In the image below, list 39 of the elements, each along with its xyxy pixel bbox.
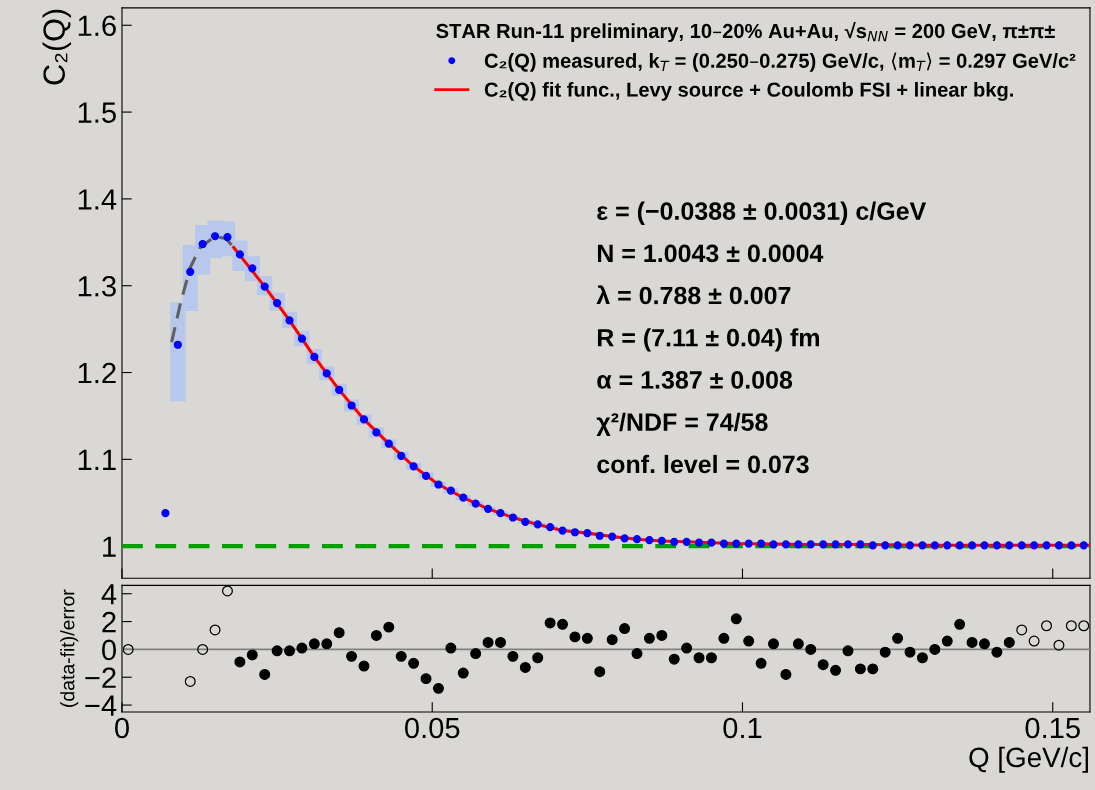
point [184, 675, 196, 687]
point [1016, 624, 1028, 636]
y-tick-label: 1.6 [78, 15, 116, 37]
annotation: χ²/NDF = 74/58 [596, 412, 768, 436]
annotation: λ = 0.788 ± 0.007 [596, 285, 791, 305]
y-tick-label: 0 [102, 639, 116, 661]
y-tick-label: 1.3 [78, 275, 116, 297]
point [209, 624, 221, 636]
y-tick-label: 1 [103, 536, 116, 557]
y-tick-label: 1.5 [78, 102, 116, 123]
annotation: α = 1.387 ± 0.008 [597, 371, 793, 389]
point [1053, 639, 1065, 651]
y-tick-label: −4 [85, 695, 117, 716]
point [1041, 620, 1053, 632]
y-tick-label: −2 [85, 667, 116, 688]
legend-title: STAR Run-11 preliminary, 10–20% Au+Au, √s$_{NN}$ = 200 GeV, π±π± [436, 22, 1055, 43]
y-tick-label: 1.2 [78, 362, 116, 384]
point [1028, 635, 1040, 647]
point [221, 585, 233, 597]
legend-label: C₂(Q) measured, k$_{T}$ = (0.250–0.275) GeV/c, ⟨m$_{T}$⟩ = 0.297 GeV/c² [484, 52, 1076, 72]
point [122, 643, 134, 655]
legend-label: C₂(Q) fit func., Levy source + Coulomb FSI + linear bkg. [484, 82, 1013, 101]
y-axis-title: (data-fit)/error [60, 589, 79, 707]
x-tick-label: 0.15 [1025, 717, 1080, 739]
annotation: ε = (−0.0388 ± 0.0031) c/GeV [597, 201, 927, 225]
annotation: R = (7.11 ± 0.04) fm [597, 328, 819, 352]
x-axis-title: Q [GeV/c] [969, 746, 1088, 773]
point [1065, 620, 1077, 632]
x-tick-label: 0.05 [404, 717, 460, 739]
x-tick-label: 0.1 [723, 717, 762, 739]
y-axis-title: C₂(Q) [42, 9, 72, 85]
y-tick-label: 4 [101, 584, 117, 605]
y-tick-label: 1.1 [78, 449, 116, 470]
annotation: N = 1.0043 ± 0.0004 [597, 244, 824, 263]
annotation: conf. level = 0.073 [597, 454, 809, 474]
point [197, 643, 209, 655]
y-tick-label: 1.4 [78, 189, 117, 210]
y-tick-label: 2 [102, 611, 116, 633]
point [1078, 620, 1090, 632]
